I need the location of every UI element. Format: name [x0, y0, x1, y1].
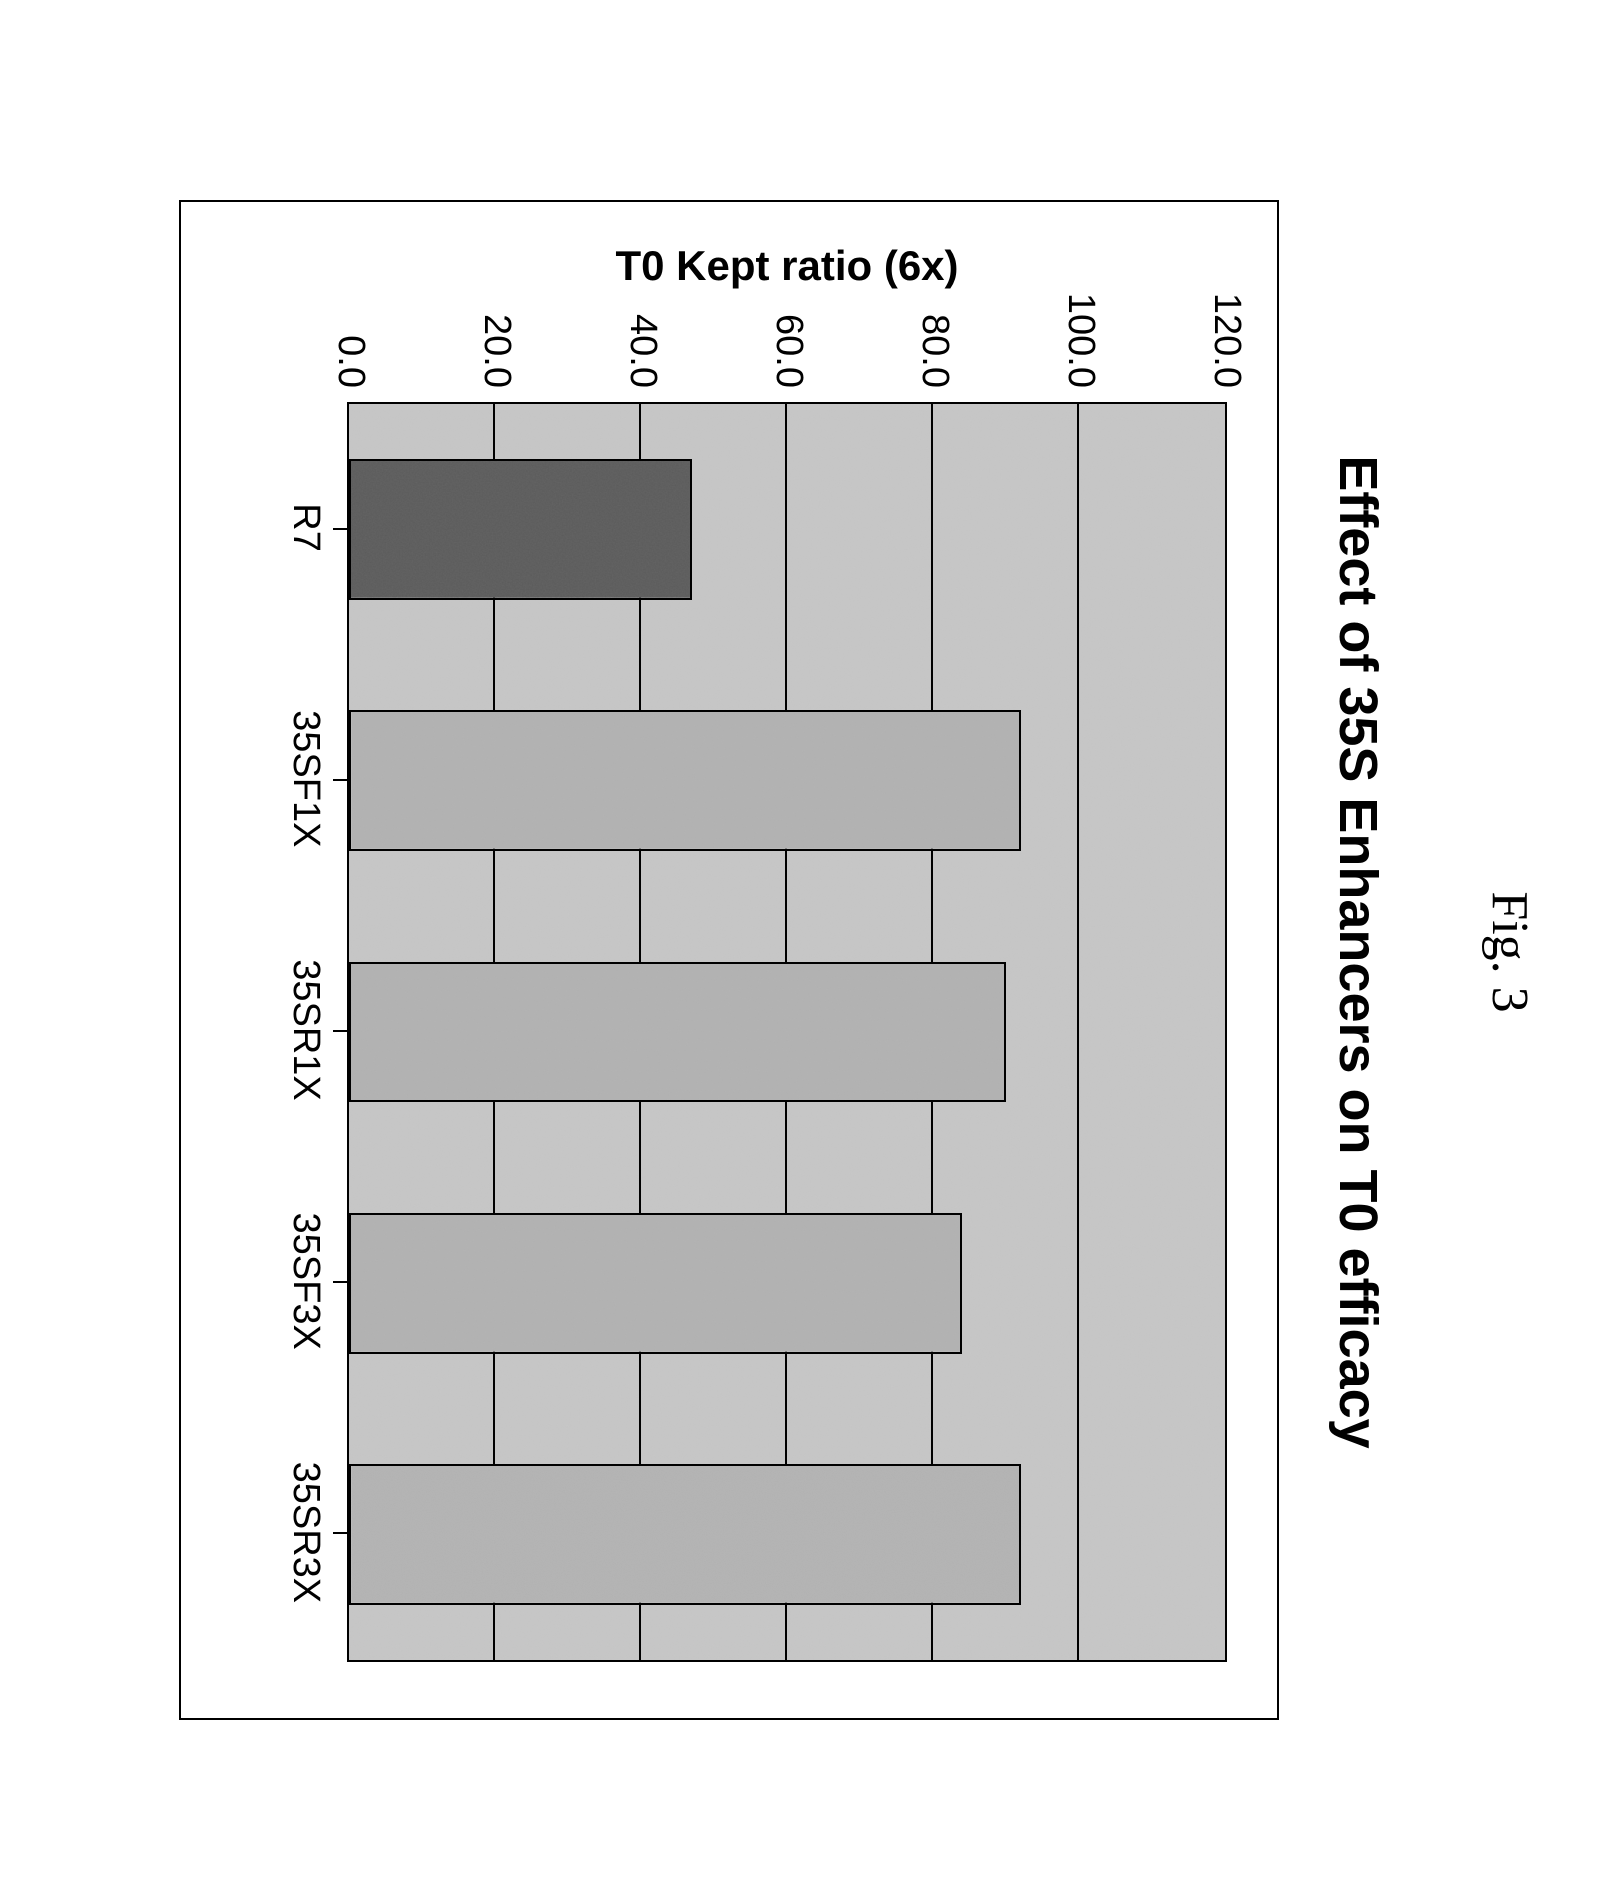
y-tick-label: 60.0: [770, 238, 808, 388]
y-tick-label: 100.0: [1062, 238, 1100, 388]
bar-fill: [351, 1466, 1019, 1603]
gridline: [1077, 404, 1079, 1660]
x-tick-mark: [333, 1030, 347, 1032]
x-tick-mark: [333, 779, 347, 781]
bar-fill: [351, 964, 1004, 1101]
y-tick-label: 0.0: [332, 238, 370, 388]
x-tick-label: 35SF1X: [284, 710, 327, 847]
figure-label: Fig. 3: [1480, 0, 1539, 1904]
x-tick-mark: [333, 528, 347, 530]
plot-area: [347, 402, 1227, 1662]
bar: [349, 710, 1021, 851]
rotated-content: Fig. 3 Effect of 35S Enhancers on T0 eff…: [0, 0, 1609, 1904]
x-tick-label: R7: [284, 503, 327, 552]
y-tick-label: 80.0: [916, 238, 954, 388]
x-tick-label: 35SF3X: [284, 1213, 327, 1350]
x-tick-label: 35SR3X: [284, 1462, 327, 1604]
bar: [349, 1213, 962, 1354]
x-tick-label: 35SR1X: [284, 959, 327, 1101]
x-tick-mark: [333, 1281, 347, 1283]
x-tick-mark: [333, 1532, 347, 1534]
chart-title: Effect of 35S Enhancers on T0 efficacy: [1327, 0, 1389, 1904]
page-root: Fig. 3 Effect of 35S Enhancers on T0 eff…: [0, 0, 1609, 1904]
bar: [349, 1464, 1021, 1605]
y-tick-label: 40.0: [624, 238, 662, 388]
bar-fill: [351, 712, 1019, 849]
y-tick-label: 120.0: [1208, 238, 1246, 388]
bar-fill: [351, 1215, 960, 1352]
y-tick-label: 20.0: [478, 238, 516, 388]
bar: [349, 962, 1006, 1103]
chart-outer-frame: T0 Kept ratio (6x) 0.020.040.060.080.010…: [179, 200, 1279, 1720]
bar-fill: [351, 461, 690, 598]
bar: [349, 459, 692, 600]
